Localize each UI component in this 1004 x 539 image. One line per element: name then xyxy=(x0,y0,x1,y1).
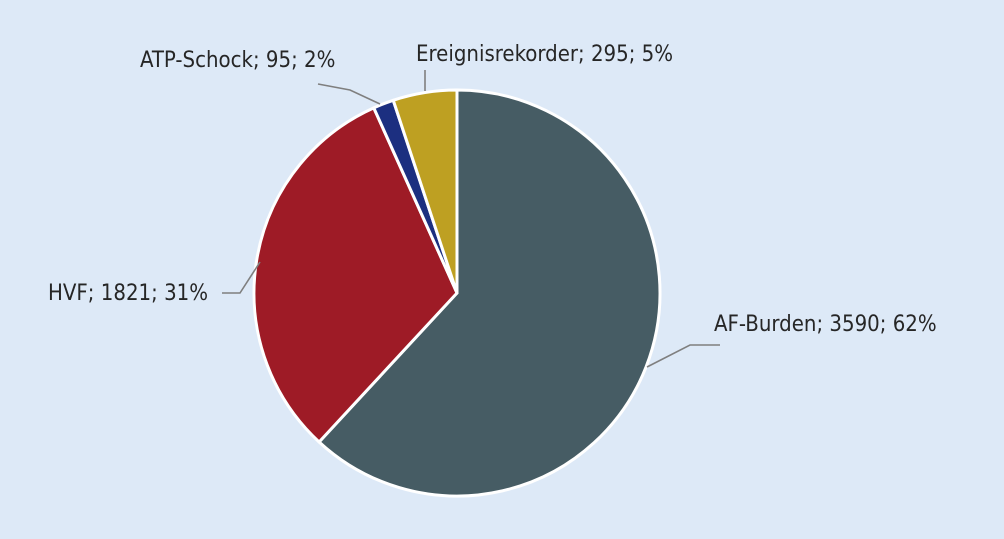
leader-line-af-burden xyxy=(646,344,720,368)
slice-label-ereignisrekorder: Ereignisrekorder; 295; 5% xyxy=(416,42,673,67)
pie-slice-hvf xyxy=(252,106,459,444)
pie-slices xyxy=(252,88,662,498)
slice-label-atp-schock: ATP-Schock; 95; 2% xyxy=(140,48,335,73)
pie-slice-ereignisrekorder xyxy=(391,88,459,295)
slice-labels: AF-Burden; 3590; 62% HVF; 1821; 31% ATP-… xyxy=(48,42,937,337)
leader-line-hvf xyxy=(222,261,261,294)
leader-lines xyxy=(222,70,720,368)
leader-line-atp-schock xyxy=(317,83,381,105)
slice-label-hvf: HVF; 1821; 31% xyxy=(48,281,208,306)
slice-label-af-burden: AF-Burden; 3590; 62% xyxy=(714,312,937,337)
pie-slice-af-burden xyxy=(317,88,662,498)
